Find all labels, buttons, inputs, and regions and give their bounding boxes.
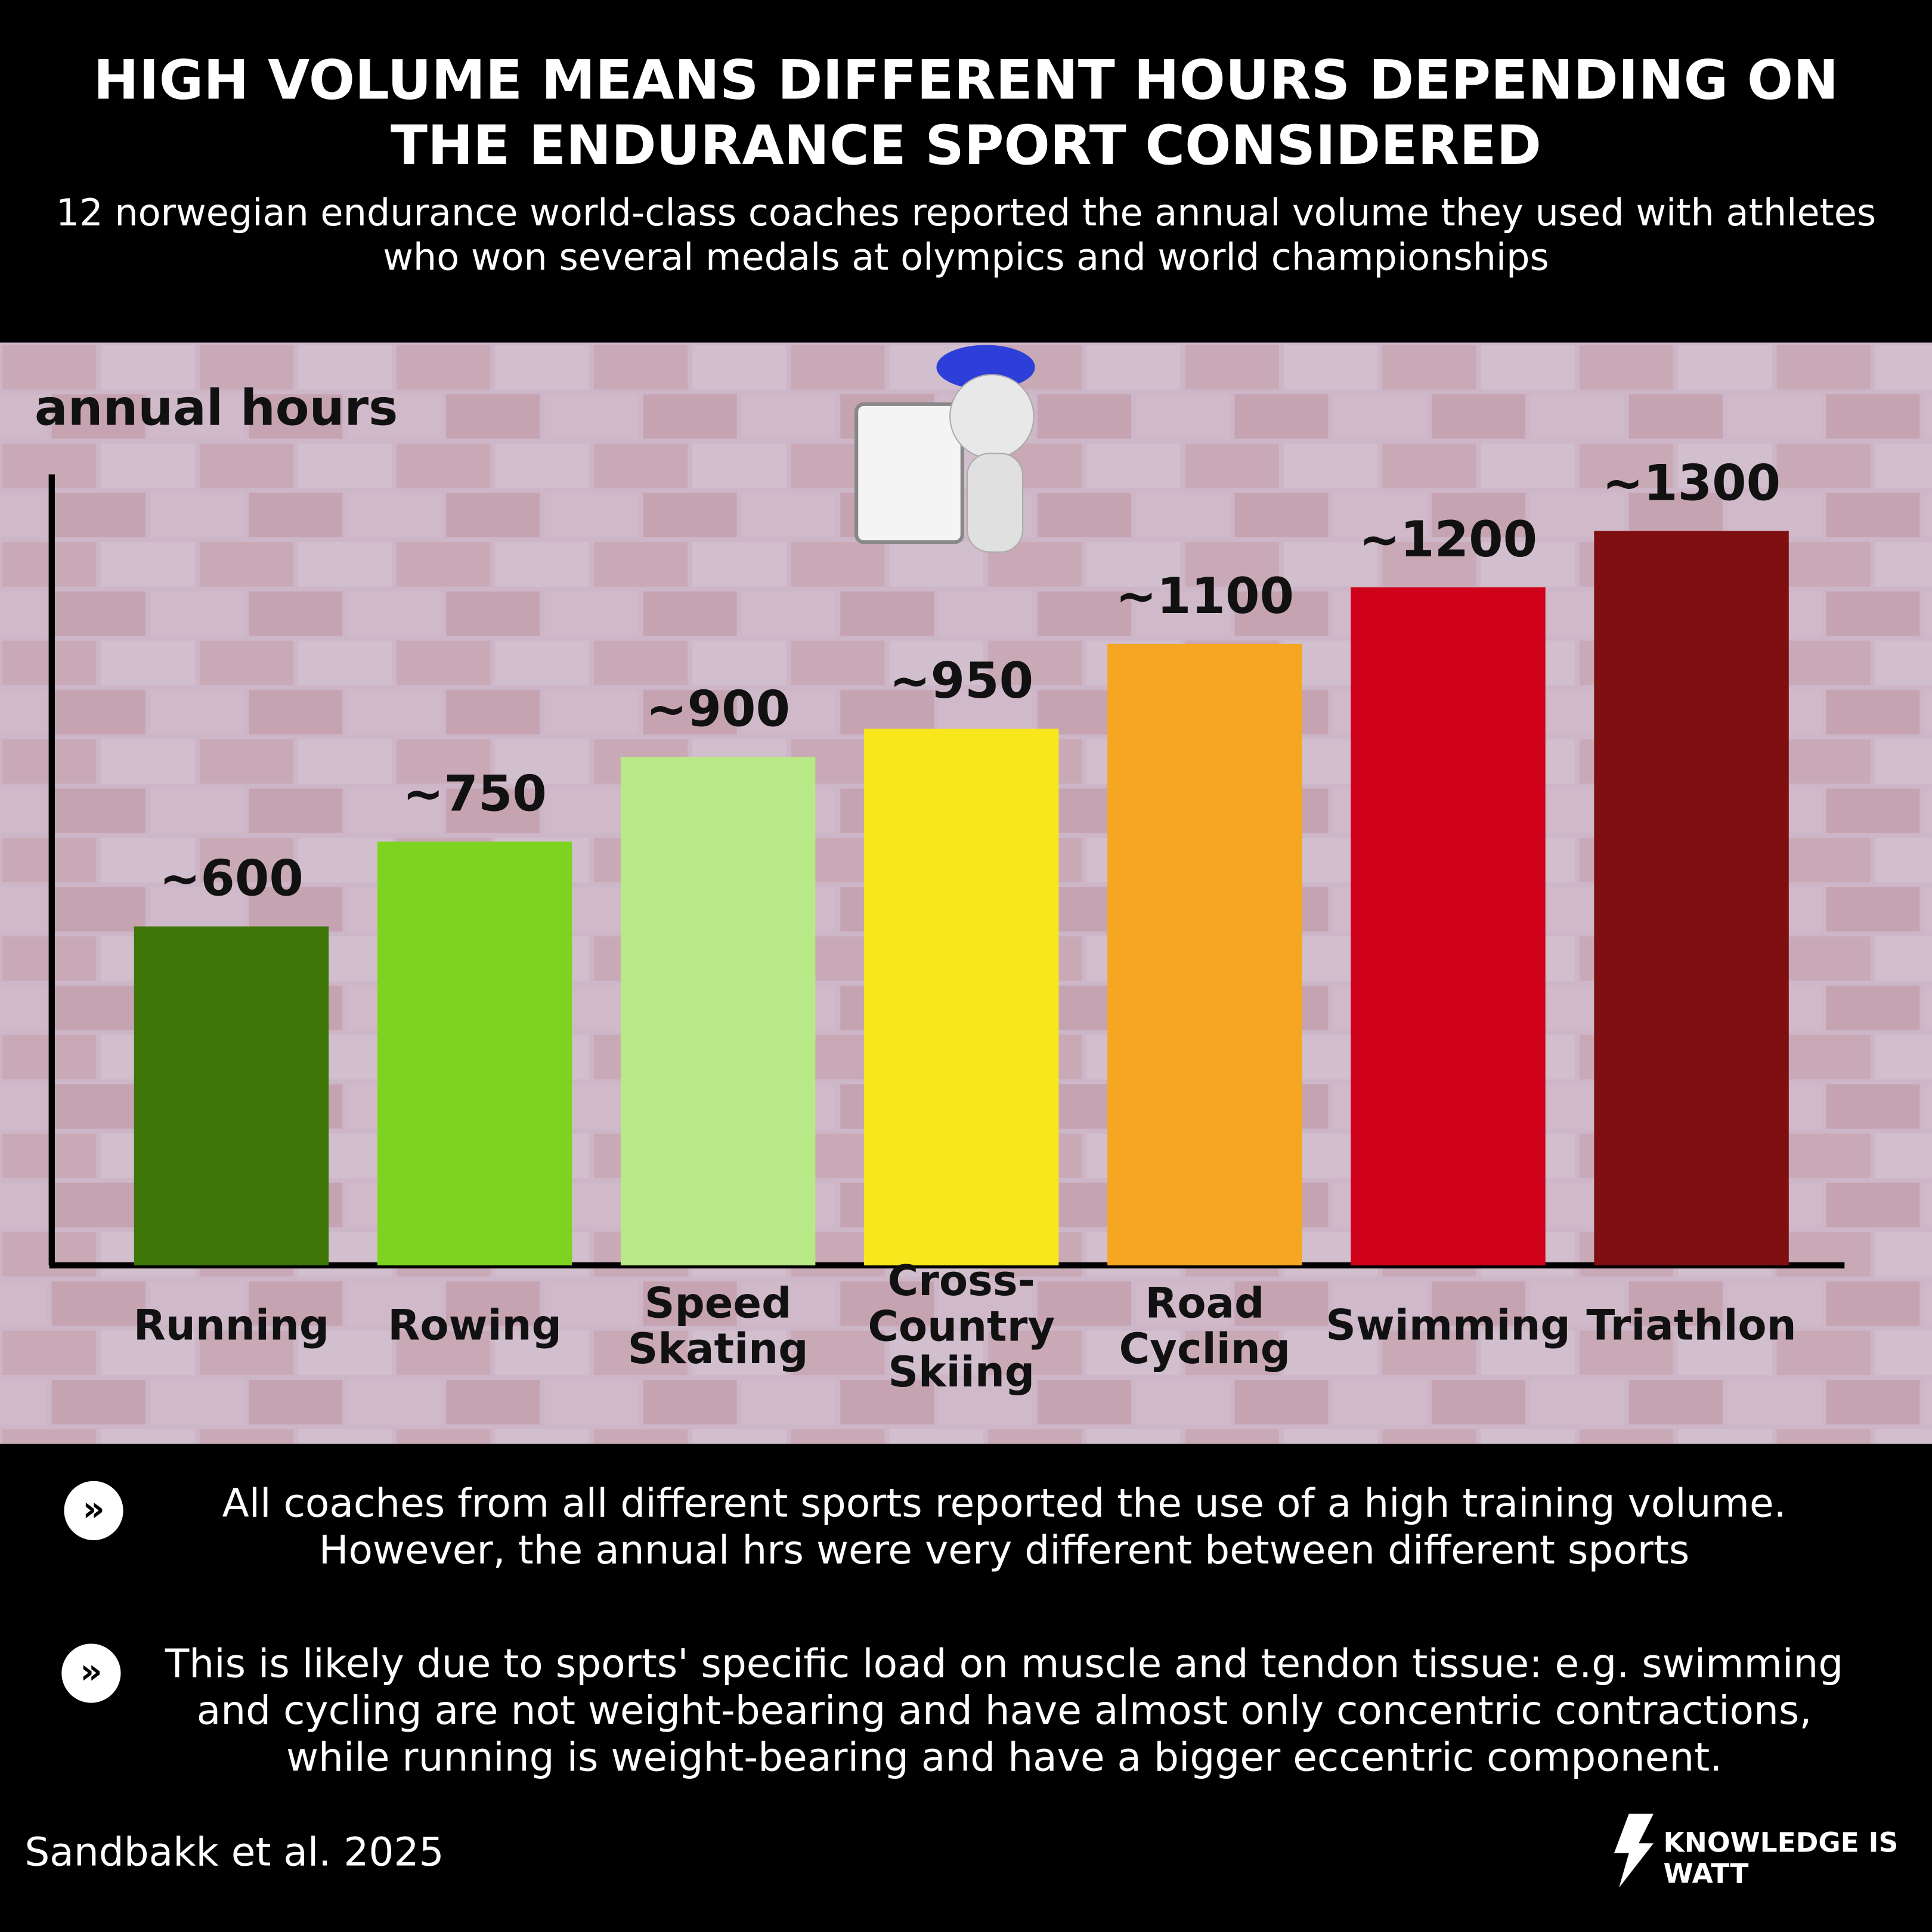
x-tick-label: Road Cycling — [1119, 1278, 1290, 1373]
value-label: ~1100 — [1116, 568, 1294, 625]
brand-logo — [1614, 1813, 1654, 1888]
chart-subtitle: 12 norwegian endurance world-class coach… — [55, 191, 1877, 280]
bar — [1351, 587, 1546, 1266]
coach-figure — [854, 345, 1035, 553]
value-label: ~1300 — [1602, 454, 1781, 512]
note: This is likely due to sports' specific l… — [165, 1640, 1844, 1780]
bar — [1594, 531, 1789, 1266]
header: HIGH VOLUME MEANS DIFFERENT HOURS DEPEND… — [0, 0, 1932, 343]
source: Sandbakk et al. 2025 — [24, 1828, 444, 1875]
x-tick-label: Speed Skating — [628, 1278, 809, 1373]
value-label: ~750 — [402, 766, 547, 823]
brand: KNOWLEDGE IS WATT — [1663, 1828, 1899, 1890]
bar — [864, 728, 1059, 1266]
x-tick-label: Swimming — [1326, 1301, 1570, 1350]
note: All coaches from all different sports re… — [222, 1479, 1787, 1574]
bullet-icon: » — [64, 1481, 123, 1540]
value-label: ~600 — [159, 850, 304, 908]
chart-title: HIGH VOLUME MEANS DIFFERENT HOURS DEPEND… — [93, 49, 1839, 178]
bar — [1107, 643, 1302, 1266]
value-label: ~950 — [889, 652, 1033, 710]
chart: annual hours ~600 Running ~750 Rowing ~900 Sp… — [0, 342, 1932, 1444]
bar — [620, 757, 816, 1266]
bar — [134, 926, 329, 1266]
value-label: ~1200 — [1359, 511, 1537, 568]
x-tick-label: Cross-Country Skiing — [868, 1256, 1055, 1397]
bar — [377, 841, 572, 1266]
x-tick-label: Rowing — [388, 1301, 562, 1350]
y-axis-label: annual hours — [35, 380, 398, 437]
value-label: ~900 — [646, 680, 790, 738]
x-tick-label: Running — [134, 1301, 330, 1350]
x-tick-label: Triathlon — [1586, 1301, 1796, 1350]
footer: » All coaches from all different sports … — [0, 1444, 1932, 1932]
bullet-icon: » — [61, 1643, 121, 1703]
